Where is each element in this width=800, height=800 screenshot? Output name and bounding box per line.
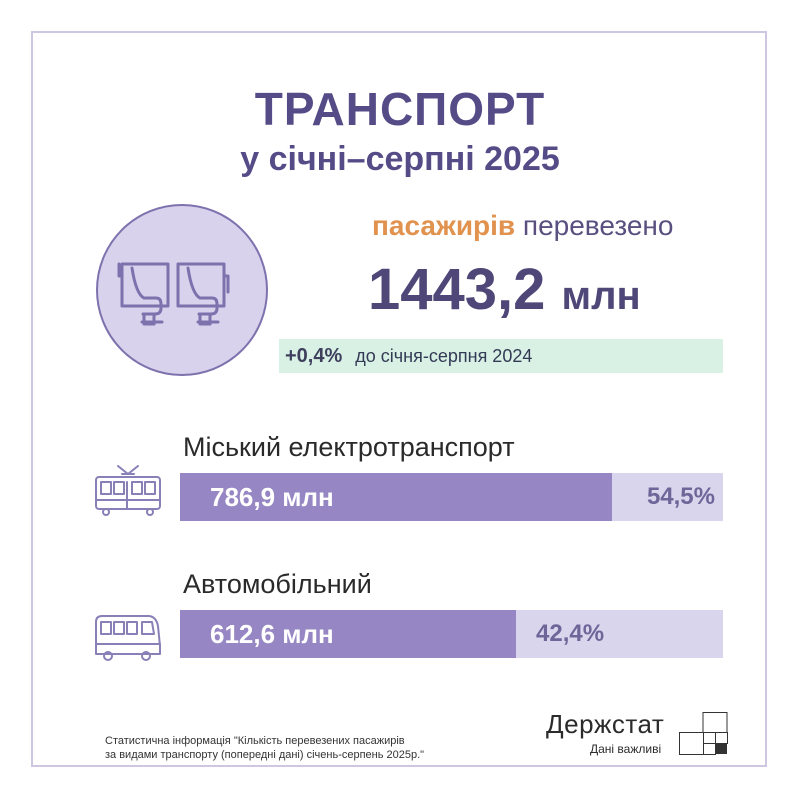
bar-road: 612,6 млн 42,4% [180, 610, 723, 658]
category-label-road: Автомобільний [183, 569, 372, 599]
bar-electric: 786,9 млн 54,5% [180, 473, 723, 521]
change-percent: +0,4% [285, 345, 343, 367]
total-unit: млн [561, 274, 641, 318]
change-text: до січня-серпня 2024 [355, 346, 533, 366]
bar-value-road: 612,6 млн [210, 619, 334, 649]
bar-share-road: 42,4% [536, 620, 605, 647]
frame-border [31, 31, 767, 767]
headline-rest: перевезено [522, 210, 674, 241]
change-badge: +0,4% до січня-серпня 2024 [279, 339, 723, 373]
bus-icon [92, 610, 164, 669]
brand-tagline: Дані важливі [590, 742, 662, 756]
total-passengers: 1443,2 млн [368, 256, 641, 323]
page-subtitle: у січні–серпні 2025 [240, 140, 560, 178]
passenger-seats-icon [96, 204, 268, 376]
bar-fill-road [180, 610, 517, 658]
category-label-electric: Міський електротранспорт [183, 432, 515, 462]
page-title: ТРАНСПОРТ [254, 83, 546, 135]
footnote-line-2: за видами транспорту (попередні дані) сі… [105, 749, 425, 761]
tram-icon [92, 462, 164, 523]
total-value: 1443,2 [368, 257, 546, 322]
footnote: Статистична інформація "Кількість переве… [105, 734, 424, 762]
headline-highlight: пасажирів [372, 210, 516, 241]
brand-logo-icon [679, 712, 729, 761]
bar-share-electric: 54,5% [646, 483, 715, 510]
passengers-headline: пасажирів перевезено [372, 210, 673, 242]
bar-fill-electric [180, 473, 612, 521]
footnote-line-1: Статистична інформація "Кількість переве… [105, 735, 405, 747]
bar-value-electric: 786,9 млн [210, 482, 334, 512]
brand-name: Держстат [546, 709, 665, 739]
